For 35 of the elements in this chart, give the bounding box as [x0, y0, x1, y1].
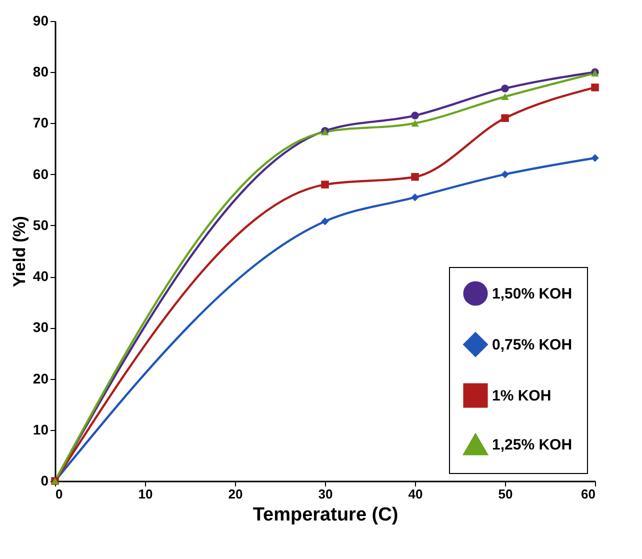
point: [591, 154, 599, 162]
x-tick-label: 50: [498, 486, 513, 502]
point: [591, 84, 599, 92]
point: [321, 180, 329, 188]
y-axis-title: Yield (%): [10, 216, 29, 288]
y-tick-label: 20: [32, 370, 49, 386]
point: [501, 84, 509, 92]
point: [411, 120, 419, 127]
point: [321, 217, 329, 226]
y-tick-label: 40: [32, 268, 49, 284]
y-tick-label: 0: [40, 472, 49, 488]
y-tick-label: 80: [32, 64, 49, 80]
x-axis-title: Temperature (C): [252, 504, 398, 526]
point: [501, 93, 509, 100]
legend-label: 1% KOH: [492, 388, 552, 404]
legend-label: 1,25% KOH: [492, 436, 572, 454]
x-tick-label: 20: [228, 486, 243, 502]
legend-label: 0,75% KOH: [492, 336, 572, 354]
y-tick-label: 60: [32, 166, 49, 182]
legend-label: 1,50% KOH: [492, 286, 572, 302]
point: [501, 114, 509, 122]
y-tick-label: 70: [32, 114, 49, 131]
point: [411, 112, 419, 120]
y-tick-label: 30: [32, 319, 49, 336]
y-tick-label: 50: [32, 216, 49, 233]
x-tick-label: 40: [408, 486, 423, 502]
x-tick-label: 0: [56, 486, 63, 502]
point: [411, 173, 419, 181]
y-tick-label: 90: [32, 12, 49, 28]
x-tick-label: 60: [581, 486, 596, 502]
point: [501, 170, 509, 178]
y-tick-label: 10: [32, 421, 49, 438]
point: [411, 193, 419, 202]
x-tick-label: 30: [318, 486, 333, 502]
x-tick-label: 10: [138, 486, 153, 502]
